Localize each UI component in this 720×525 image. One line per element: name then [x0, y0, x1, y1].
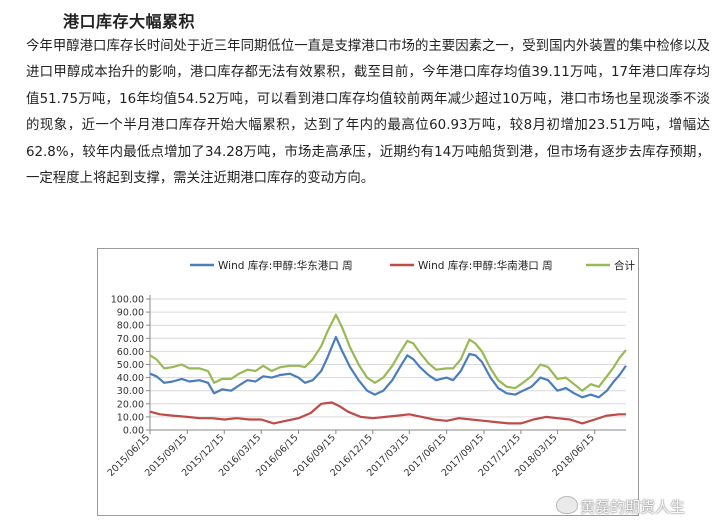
chart-frame: 0.00 10.00 20.00 30.00 40.00 50.00 60.00 70.00 8… — [97, 248, 639, 516]
y-tick-label: 50.00 — [117, 360, 144, 371]
axes: 0.00 10.00 20.00 30.00 40.00 50.00 60.00 70.00 8… — [106, 295, 626, 479]
y-tick-label: 60.00 — [117, 347, 144, 358]
y-tick-label: 40.00 — [117, 373, 144, 384]
y-tick-label: 80.00 — [117, 321, 144, 332]
watermark-text: 黄磊的期货人生 — [580, 498, 686, 516]
series-lines — [149, 313, 627, 425]
legend-label: Wind 库存:甲醇:华南港口 周 — [418, 259, 553, 272]
y-tick-label: 30.00 — [117, 386, 144, 397]
y-tick-label: 10.00 — [117, 412, 144, 423]
article-paragraph: 今年甲醇港口库存长时间处于近三年同期低位一直是支撑港口市场的主要因素之一，受到国… — [26, 39, 710, 187]
section-heading: 港口库存大幅累积 — [63, 12, 196, 31]
legend-label: Wind 库存:甲醇:华东港口 周 — [218, 259, 353, 272]
y-tick-label: 90.00 — [117, 308, 144, 319]
y-tick-label: 70.00 — [117, 334, 144, 345]
legend-label: 合计 — [614, 259, 635, 272]
series-line — [149, 335, 627, 399]
y-tick-label: 100.00 — [111, 295, 144, 306]
series-line — [149, 313, 627, 392]
series-line — [149, 401, 626, 425]
y-tick-label: 0.00 — [123, 426, 144, 437]
y-tick-label: 20.00 — [117, 399, 144, 410]
y-grid — [150, 298, 626, 418]
weibo-logo-icon — [556, 496, 578, 514]
chart-legend: Wind 库存:甲醇:华东港口 周 Wind 库存:甲醇:华南港口 周 合计 — [190, 259, 635, 272]
inventory-line-chart: 0.00 10.00 20.00 30.00 40.00 50.00 60.00 70.00 8… — [106, 259, 636, 479]
